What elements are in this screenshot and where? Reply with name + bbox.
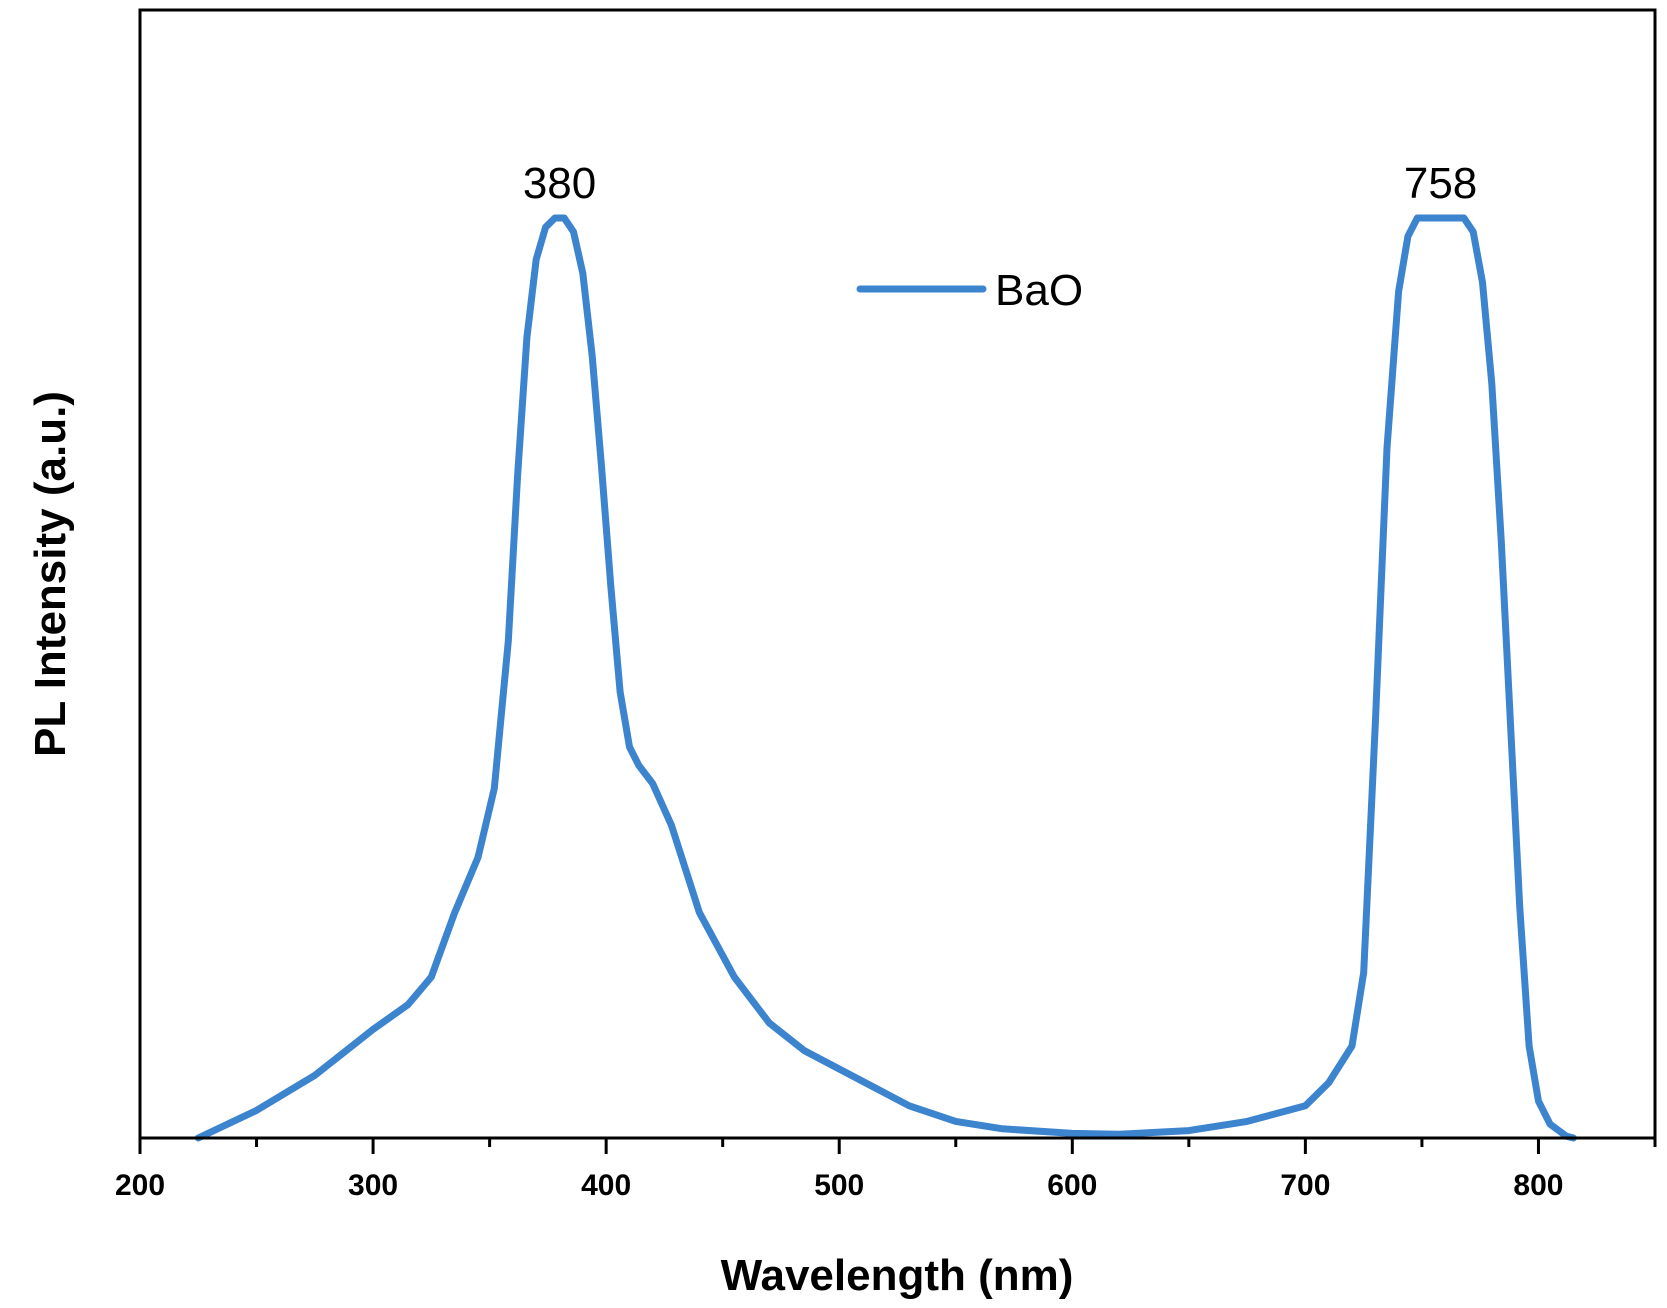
axis-frame bbox=[138, 8, 1657, 1140]
x-tick-label-700: 700 bbox=[1280, 1169, 1330, 1202]
x-axis-ticks bbox=[138, 1138, 1657, 1154]
legend-label-bao: BaO bbox=[995, 266, 1083, 315]
legend: BaO bbox=[856, 266, 1083, 315]
x-tick-label-300: 300 bbox=[348, 1169, 398, 1202]
x-tick-label-600: 600 bbox=[1047, 1169, 1097, 1202]
x-tick-label-500: 500 bbox=[814, 1169, 864, 1202]
y-axis-title: PL Intensity (a.u.) bbox=[26, 391, 75, 757]
x-axis-title: Wavelength (nm) bbox=[721, 1251, 1074, 1300]
plot-area bbox=[138, 8, 1657, 1142]
x-tick-label-200: 200 bbox=[115, 1169, 165, 1202]
x-tick-label-800: 800 bbox=[1513, 1169, 1563, 1202]
peak-label-758: 758 bbox=[1404, 159, 1477, 208]
series-line-bao bbox=[194, 214, 1577, 1142]
x-axis-tick-labels: 200 300 400 500 600 700 800 bbox=[115, 1169, 1564, 1202]
x-tick-label-400: 400 bbox=[581, 1169, 631, 1202]
peak-label-380: 380 bbox=[523, 159, 596, 208]
